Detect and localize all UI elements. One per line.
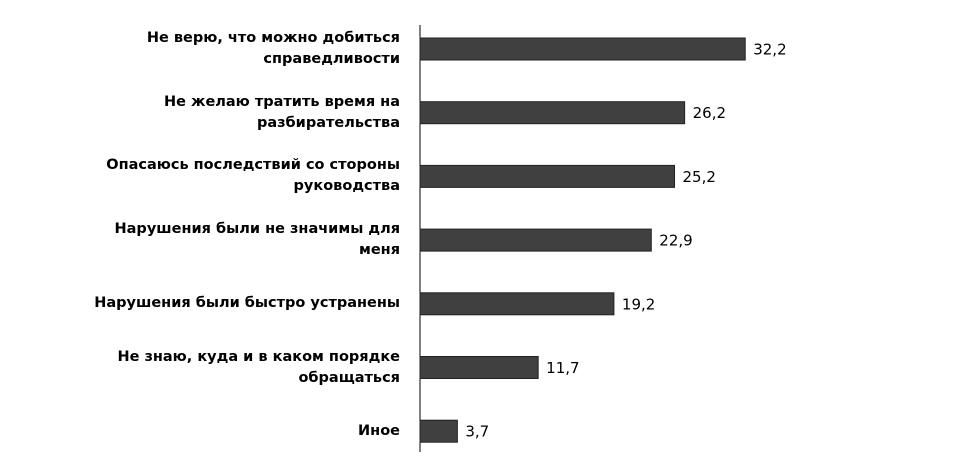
value-label: 26,2: [693, 104, 726, 122]
bar: [419, 164, 676, 188]
category-label: Опасаюсь последствий со стороны руководс…: [106, 157, 400, 195]
category-label: Иное: [358, 422, 400, 439]
value-label: 19,2: [622, 295, 655, 313]
bar: [419, 37, 746, 61]
category-label: Нарушения были не значимы для меня: [114, 221, 400, 259]
category-label: Не верю, что можно добиться справедливос…: [146, 30, 400, 67]
value-label: 32,2: [753, 41, 786, 59]
bar: [419, 292, 615, 316]
category-label: Не знаю, куда и в каком порядке обращать…: [117, 348, 400, 386]
category-label: Не желаю тратить время на разбирательств…: [164, 93, 400, 131]
bar: [419, 419, 458, 443]
bar: [419, 101, 686, 125]
value-label: 11,7: [546, 359, 579, 377]
bar: [419, 228, 652, 252]
bar: [419, 356, 539, 379]
value-label: 25,2: [683, 168, 716, 186]
value-label: 22,9: [659, 232, 692, 250]
category-label: Нарушения были быстро устранены: [94, 295, 400, 312]
value-label: 3,7: [465, 423, 489, 441]
